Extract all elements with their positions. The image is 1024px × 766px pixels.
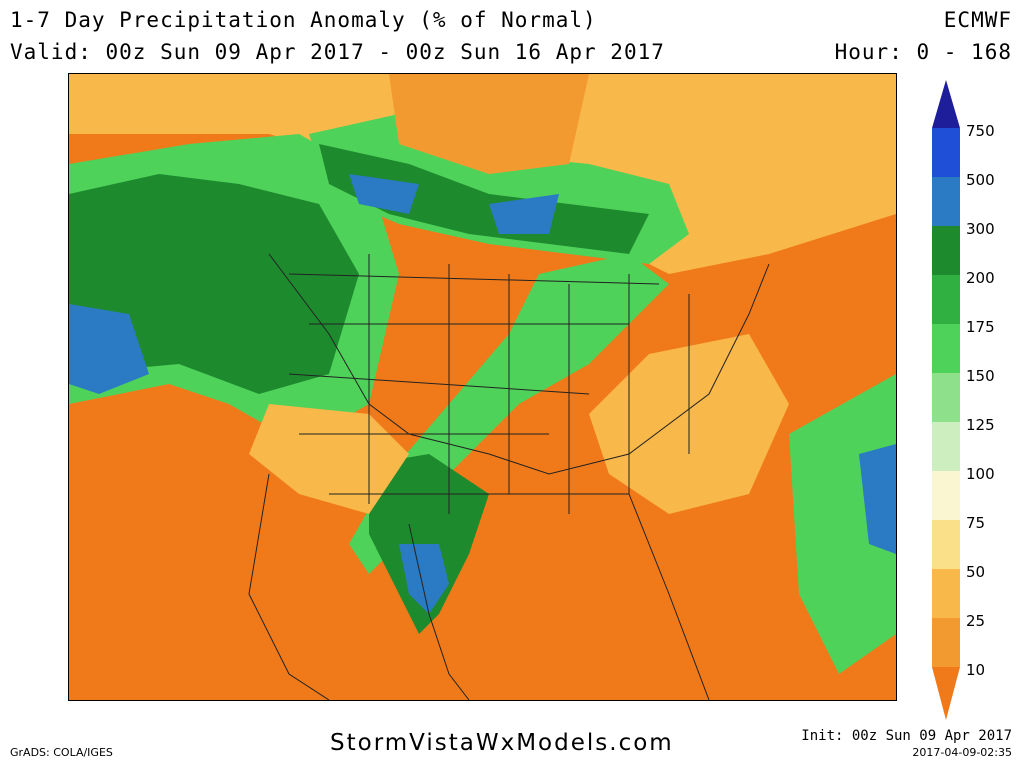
- init-time: Init: 00z Sun 09 Apr 2017: [801, 728, 1012, 744]
- canada-high-anomaly-west: [349, 174, 419, 214]
- colorbar-label-150: 150: [966, 367, 995, 385]
- colorbar-label-300: 300: [966, 220, 995, 238]
- colorbar-label-200: 200: [966, 269, 995, 287]
- map-title: 1-7 Day Precipitation Anomaly (% of Norm…: [10, 8, 597, 32]
- canada-high-anomaly-east: [489, 194, 559, 234]
- colorbar-125-150: [932, 373, 960, 422]
- site-watermark: StormVistaWxModels.com: [330, 730, 674, 756]
- colorbar-label-50: 50: [966, 563, 986, 581]
- canada-wet-core: [319, 144, 649, 254]
- colorbar-label-100: 100: [966, 465, 995, 483]
- atlantic-wet-region: [789, 374, 896, 674]
- texas-high-anomaly: [399, 544, 449, 614]
- colorbar-300-500: [932, 177, 960, 226]
- colorbar-100-125: [932, 422, 960, 471]
- colorbar-175-200: [932, 275, 960, 324]
- arctic-dry-region: [389, 74, 589, 174]
- colorbar-500-750: [932, 128, 960, 177]
- pacific-wet-core: [69, 174, 359, 394]
- colorbar-10-25: [932, 618, 960, 667]
- grads-credit: GrADS: COLA/IGES: [10, 746, 113, 759]
- colorbar-label-500: 500: [966, 171, 995, 189]
- colorbar-25-50: [932, 569, 960, 618]
- model-name: ECMWF: [943, 8, 1012, 32]
- colorbar-top-cap: [932, 80, 960, 128]
- colorbar-200-300: [932, 226, 960, 275]
- pacific-high-anomaly: [69, 304, 149, 394]
- colorbar-label-25: 25: [966, 612, 986, 630]
- color-scale-bar: [932, 80, 960, 720]
- colorbar-150-175: [932, 324, 960, 373]
- colorbar-label-75: 75: [966, 514, 986, 532]
- created-timestamp: 2017-04-09-02:35: [912, 746, 1012, 759]
- map-canvas: [69, 74, 896, 700]
- forecast-hours: Hour: 0 - 168: [834, 40, 1012, 64]
- colorbar-75-100: [932, 471, 960, 520]
- colorbar-50-75: [932, 520, 960, 569]
- atlantic-high-anomaly: [859, 444, 896, 554]
- precip-anomaly-map: [68, 73, 897, 701]
- political-boundaries: [248, 253, 770, 700]
- valid-range: Valid: 00z Sun 09 Apr 2017 - 00z Sun 16 …: [10, 40, 665, 64]
- colorbar-label-10: 10: [966, 661, 986, 679]
- colorbar-label-750: 750: [966, 122, 995, 140]
- colorbar-label-125: 125: [966, 416, 995, 434]
- colorbar-label-175: 175: [966, 318, 995, 336]
- colorbar-bottom-cap: [932, 667, 960, 720]
